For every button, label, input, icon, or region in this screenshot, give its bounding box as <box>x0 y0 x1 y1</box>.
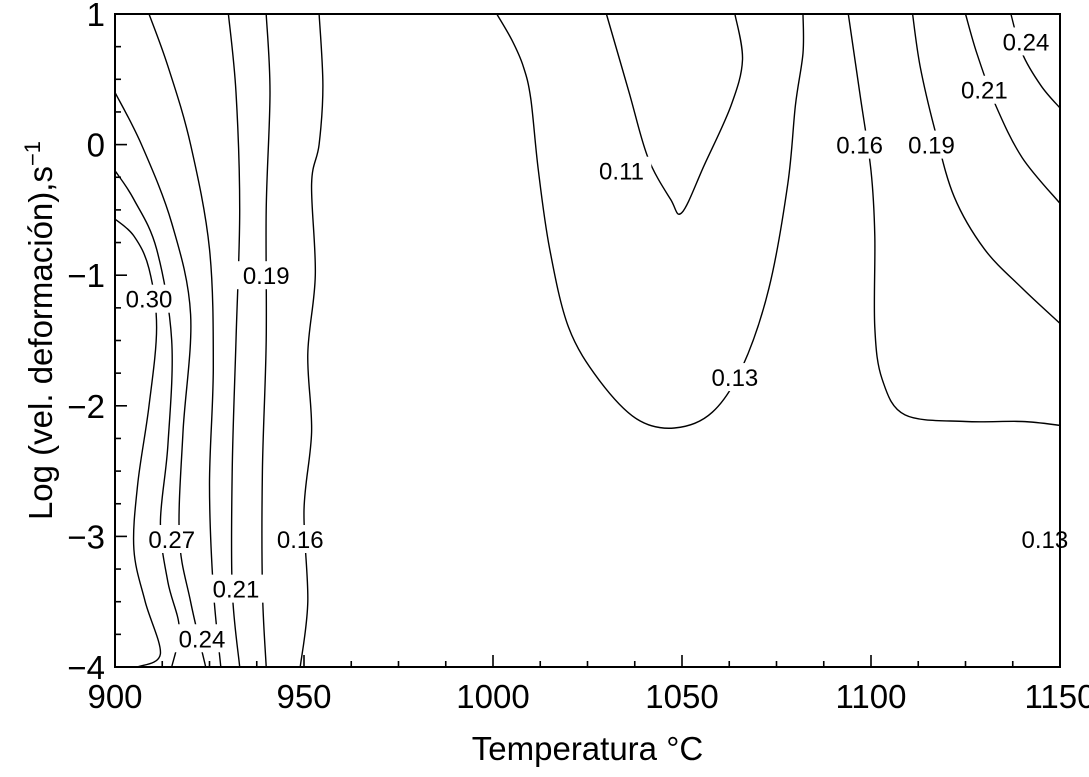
x-tick-label-900: 900 <box>87 678 142 715</box>
contour-label-8: 0.13 <box>712 365 759 392</box>
x-tick-label-1000: 1000 <box>456 678 529 715</box>
contour-line-0_19-10 <box>911 13 1061 325</box>
contour-lines <box>114 13 1061 668</box>
contour-line-0_11-7 <box>605 13 744 215</box>
plot-frame <box>114 13 1061 668</box>
contour-line-0_21-11 <box>964 13 1061 204</box>
contour-label-12-backdrop <box>996 27 1056 56</box>
contour-line-0_13-8 <box>496 13 805 429</box>
contour-line-0_24-3 <box>148 13 222 668</box>
contour-label-7-backdrop <box>591 156 652 185</box>
y-axis-title: Log (vel. deformación),s−1 <box>20 141 59 520</box>
contour-label-1-backdrop <box>141 525 202 554</box>
contour-line-0_16-9 <box>847 13 1061 427</box>
contour-label-6-backdrop <box>270 525 331 554</box>
y-axis-title-superscript: −1 <box>20 141 45 166</box>
contour-label-5: 0.19 <box>243 263 290 290</box>
contour-label-0: 0.30 <box>126 287 173 314</box>
contour-line-0_30-0 <box>114 218 162 668</box>
contour-label-extra-0-backdrop <box>1015 525 1075 554</box>
axis-ticks <box>114 13 1061 668</box>
contour-label-11: 0.21 <box>961 78 1008 105</box>
y-tick-label-5: −4 <box>67 649 105 686</box>
x-axis-title: Temperatura °C <box>472 730 703 767</box>
y-tick-label-4: −3 <box>67 518 105 555</box>
contour-label-9: 0.16 <box>836 133 883 160</box>
y-tick-label-3: −2 <box>67 388 105 425</box>
contour-label-1: 0.27 <box>148 527 195 554</box>
x-tick-label-1150: 1150 <box>1025 678 1089 715</box>
contour-label-4: 0.21 <box>213 577 260 604</box>
contour-label-extra-0: 0.13 <box>1022 527 1069 554</box>
contour-label-10: 0.19 <box>908 133 955 160</box>
contour-line-0_16-6 <box>299 13 324 668</box>
contour-line-0_19-5 <box>261 13 271 668</box>
contour-label-5-backdrop <box>236 261 296 290</box>
contour-label-12: 0.24 <box>1003 29 1050 56</box>
x-tick-label-950: 950 <box>276 678 331 715</box>
contour-label-9-backdrop <box>829 130 890 159</box>
contour-label-7: 0.11 <box>599 159 644 186</box>
contour-label-4-backdrop <box>206 574 266 603</box>
y-axis-title-group: Log (vel. deformación),s−1 <box>20 141 59 520</box>
x-tick-label-1100: 1100 <box>836 678 907 715</box>
contour-line-0_21-4 <box>227 13 241 668</box>
contour-label-10-backdrop <box>901 130 962 159</box>
y-tick-label-1: 0 <box>87 127 105 164</box>
contour-label-11-backdrop <box>954 75 1015 104</box>
y-tick-label-0: 1 <box>87 0 105 33</box>
contour-line-unlabeled-2 <box>114 92 207 668</box>
y-tick-label-2: −1 <box>67 257 105 294</box>
x-tick-label-1050: 1050 <box>645 678 718 715</box>
contour-label-3-backdrop <box>172 624 232 653</box>
tick-labels: 900 950 1000 1050 1100 1150 1 0 −1 −2 −3 −4 <box>67 0 1089 715</box>
contour-label-3: 0.24 <box>179 626 226 653</box>
contour-label-6: 0.16 <box>277 527 324 554</box>
contour-line-0_27-1 <box>114 170 181 668</box>
contour-label-8-backdrop <box>705 363 765 392</box>
contour-label-0-backdrop <box>119 284 179 313</box>
